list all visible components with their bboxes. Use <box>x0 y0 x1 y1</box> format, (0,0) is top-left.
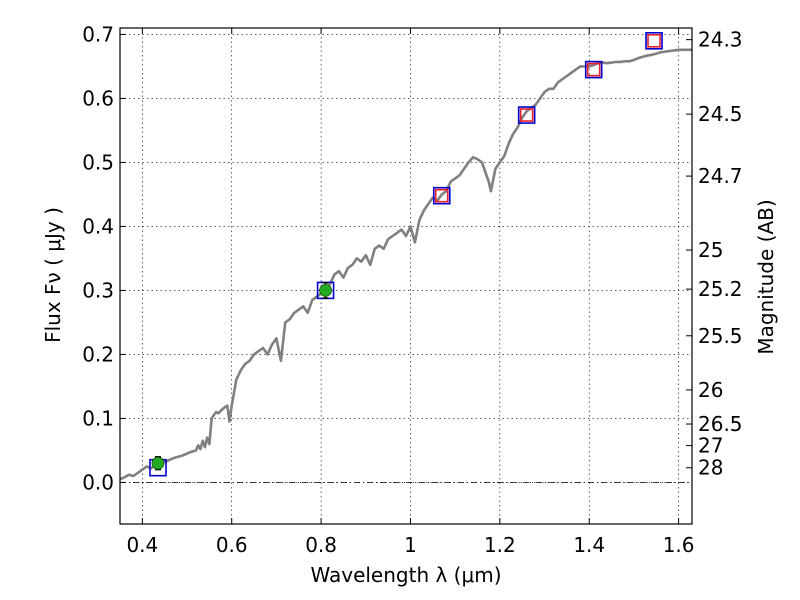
y2-tick-label: 25.2 <box>698 277 743 301</box>
y2-tick-label: 25.5 <box>698 324 743 348</box>
y-tick-label: 0.5 <box>82 150 114 174</box>
model-photometry-square <box>584 60 603 79</box>
y-tick-label: 0.7 <box>82 22 114 46</box>
y-tick-label: 0.6 <box>82 86 114 110</box>
photometry-markers <box>149 31 663 477</box>
model-photometry-square <box>517 106 536 124</box>
y2-tick-label: 24.7 <box>698 164 743 188</box>
upper-limit-square <box>434 188 449 203</box>
y-tick-label: 0.2 <box>82 342 114 366</box>
y2-tick-label: 26.5 <box>698 412 743 436</box>
upper-limit-square <box>586 62 601 77</box>
y-tick-label: 0.3 <box>82 278 114 302</box>
detection-point <box>319 283 332 297</box>
x-tick-label: 0.6 <box>216 533 248 557</box>
sed-curve <box>119 48 692 481</box>
plot-frame <box>119 27 693 525</box>
x-tick-label: 0.8 <box>305 533 337 557</box>
upper-limit-square <box>519 108 534 122</box>
y-tick-label: 0.0 <box>82 470 114 494</box>
axis-ticks <box>120 28 692 524</box>
y2-tick-label: 26 <box>698 378 723 402</box>
sed-model-line <box>119 48 692 481</box>
y-tick-label: 0.4 <box>82 214 114 238</box>
y2-tick-label: 27 <box>698 434 723 458</box>
x-tick-label: 0.4 <box>126 533 158 557</box>
tick-labels: 0.4 0.6 0.8 1 1.2 1.4 1.6 0.0 0.1 0.2 0.3 0.4 0.5 0.6… <box>82 22 742 557</box>
x-tick-label: 1 <box>404 533 417 557</box>
y2-tick-label: 28 <box>698 456 723 480</box>
y-tick-label: 0.1 <box>82 406 114 430</box>
x-axis-title: Wavelength λ (μm) <box>310 563 501 587</box>
y2-tick-label: 24.3 <box>698 28 743 52</box>
x-tick-label: 1.4 <box>573 533 605 557</box>
x-tick-label: 1.2 <box>484 533 516 557</box>
y2-tick-label: 25 <box>698 238 723 262</box>
x-tick-label: 1.6 <box>663 533 695 557</box>
y2-tick-label: 24.5 <box>698 102 743 126</box>
detection-point <box>151 456 165 470</box>
y-axis-title: Flux Fν ( μJy ) <box>41 207 65 343</box>
model-photometry-square <box>432 186 451 205</box>
upper-limit-square <box>647 33 661 48</box>
model-photometry-square <box>645 31 663 50</box>
y2-axis-title: Magnitude (AB) <box>754 199 778 354</box>
